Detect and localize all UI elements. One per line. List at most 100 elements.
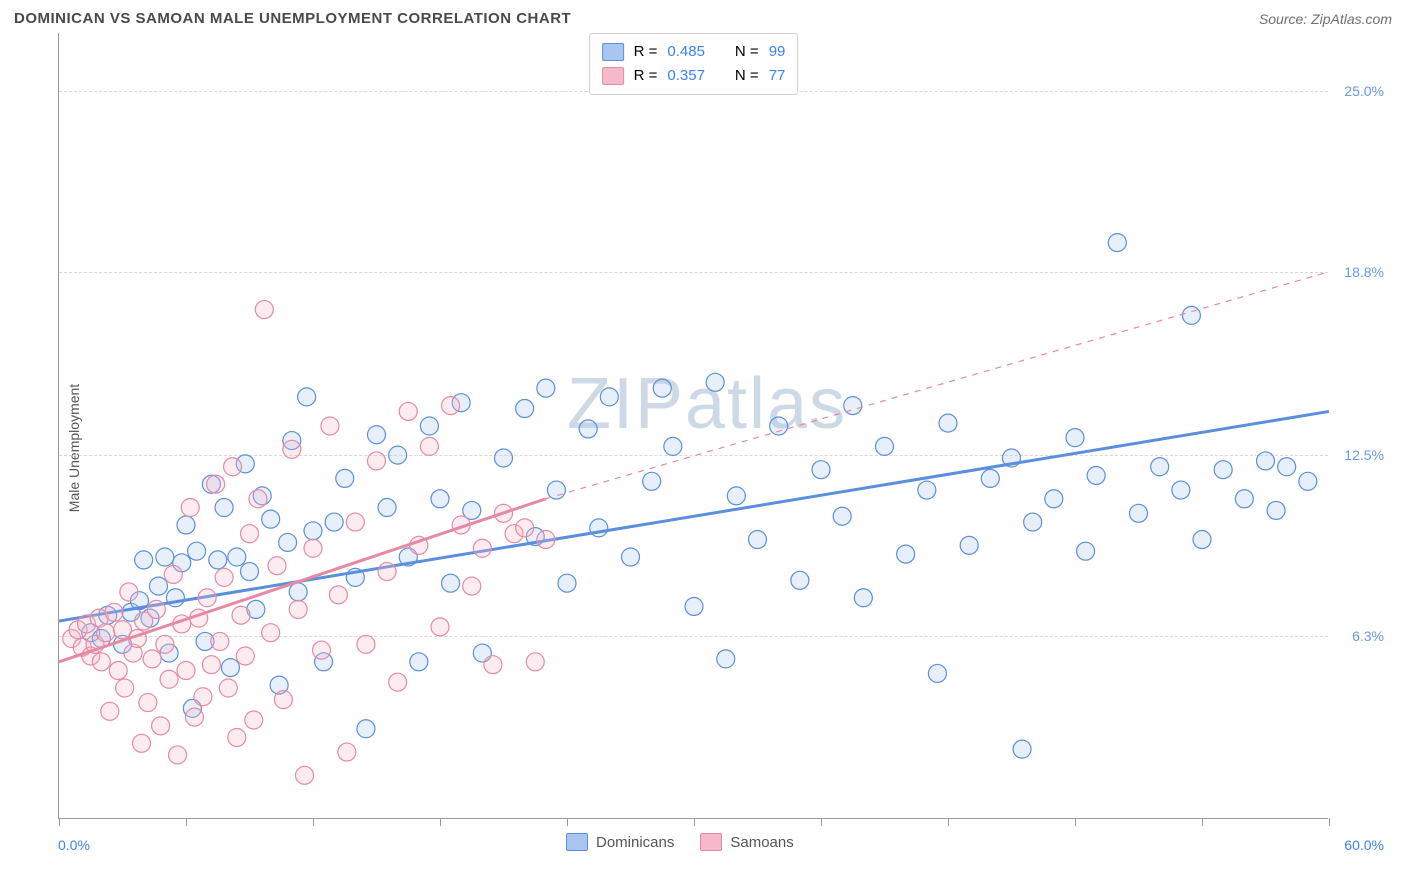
data-point xyxy=(495,449,513,467)
data-point xyxy=(442,397,460,415)
data-point xyxy=(368,452,386,470)
data-point xyxy=(262,510,280,528)
data-point xyxy=(164,565,182,583)
data-point xyxy=(399,402,417,420)
data-point xyxy=(484,656,502,674)
data-point xyxy=(135,551,153,569)
x-min-label: 0.0% xyxy=(58,837,90,853)
data-point xyxy=(147,600,165,618)
data-point xyxy=(296,766,314,784)
data-point xyxy=(727,487,745,505)
data-point xyxy=(228,728,246,746)
data-point xyxy=(357,635,375,653)
data-point xyxy=(960,536,978,554)
data-point xyxy=(188,542,206,560)
data-point xyxy=(1299,472,1317,490)
data-point xyxy=(289,600,307,618)
data-point xyxy=(241,563,259,581)
data-point xyxy=(473,539,491,557)
data-point xyxy=(325,513,343,531)
data-point xyxy=(664,437,682,455)
data-point xyxy=(228,548,246,566)
data-point xyxy=(516,400,534,418)
data-point xyxy=(1193,531,1211,549)
data-point xyxy=(149,577,167,595)
data-point xyxy=(1172,481,1190,499)
data-point xyxy=(685,597,703,615)
data-point xyxy=(139,694,157,712)
legend-R-label: R = xyxy=(634,64,658,88)
y-tick-label: 25.0% xyxy=(1344,83,1384,99)
data-point xyxy=(211,632,229,650)
legend-series-label: Samoans xyxy=(730,834,793,851)
data-point xyxy=(236,647,254,665)
data-point xyxy=(378,499,396,517)
data-point xyxy=(928,664,946,682)
legend-correlation-row: R =0.357N =77 xyxy=(602,64,786,88)
data-point xyxy=(143,650,161,668)
data-point xyxy=(717,650,735,668)
data-point xyxy=(215,499,233,517)
y-tick-label: 6.3% xyxy=(1352,628,1384,644)
data-point xyxy=(918,481,936,499)
legend-correlation: R =0.485N =99R =0.357N =77 xyxy=(589,33,799,95)
x-tick xyxy=(313,818,314,826)
data-point xyxy=(262,624,280,642)
x-tick xyxy=(59,818,60,826)
data-point xyxy=(169,746,187,764)
data-point xyxy=(420,417,438,435)
y-tick-label: 12.5% xyxy=(1344,447,1384,463)
chart-header: DOMINICAN VS SAMOAN MALE UNEMPLOYMENT CO… xyxy=(0,0,1406,33)
data-point xyxy=(312,641,330,659)
data-point xyxy=(198,589,216,607)
data-point xyxy=(526,653,544,671)
legend-R-label: R = xyxy=(634,40,658,64)
data-point xyxy=(1045,490,1063,508)
data-point xyxy=(547,481,565,499)
legend-series-label: Dominicans xyxy=(596,834,674,851)
data-point xyxy=(268,557,286,575)
data-point xyxy=(420,437,438,455)
legend-N-value: 99 xyxy=(769,40,786,64)
data-point xyxy=(1130,504,1148,522)
data-point xyxy=(378,563,396,581)
legend-R-value: 0.485 xyxy=(667,40,705,64)
legend-N-label: N = xyxy=(735,40,759,64)
data-point xyxy=(431,490,449,508)
data-point xyxy=(274,691,292,709)
data-point xyxy=(207,475,225,493)
data-point xyxy=(1214,461,1232,479)
data-point xyxy=(1013,740,1031,758)
data-point xyxy=(1066,429,1084,447)
data-point xyxy=(156,548,174,566)
data-point xyxy=(1267,501,1285,519)
data-point xyxy=(897,545,915,563)
x-tick xyxy=(186,818,187,826)
legend-R-value: 0.357 xyxy=(667,64,705,88)
data-point xyxy=(1278,458,1296,476)
data-point xyxy=(410,653,428,671)
data-point xyxy=(101,702,119,720)
data-point xyxy=(854,589,872,607)
data-point xyxy=(283,440,301,458)
x-tick xyxy=(440,818,441,826)
data-point xyxy=(209,551,227,569)
data-point xyxy=(202,656,220,674)
data-point xyxy=(177,516,195,534)
data-point xyxy=(160,670,178,688)
data-point xyxy=(1182,306,1200,324)
legend-swatch xyxy=(602,67,624,85)
data-point xyxy=(304,539,322,557)
data-point xyxy=(558,574,576,592)
data-point xyxy=(298,388,316,406)
x-tick xyxy=(567,818,568,826)
data-point xyxy=(812,461,830,479)
data-point xyxy=(389,446,407,464)
x-tick xyxy=(1329,818,1330,826)
data-point xyxy=(442,574,460,592)
data-point xyxy=(289,583,307,601)
data-point xyxy=(346,513,364,531)
data-point xyxy=(215,568,233,586)
data-point xyxy=(245,711,263,729)
data-point xyxy=(791,571,809,589)
